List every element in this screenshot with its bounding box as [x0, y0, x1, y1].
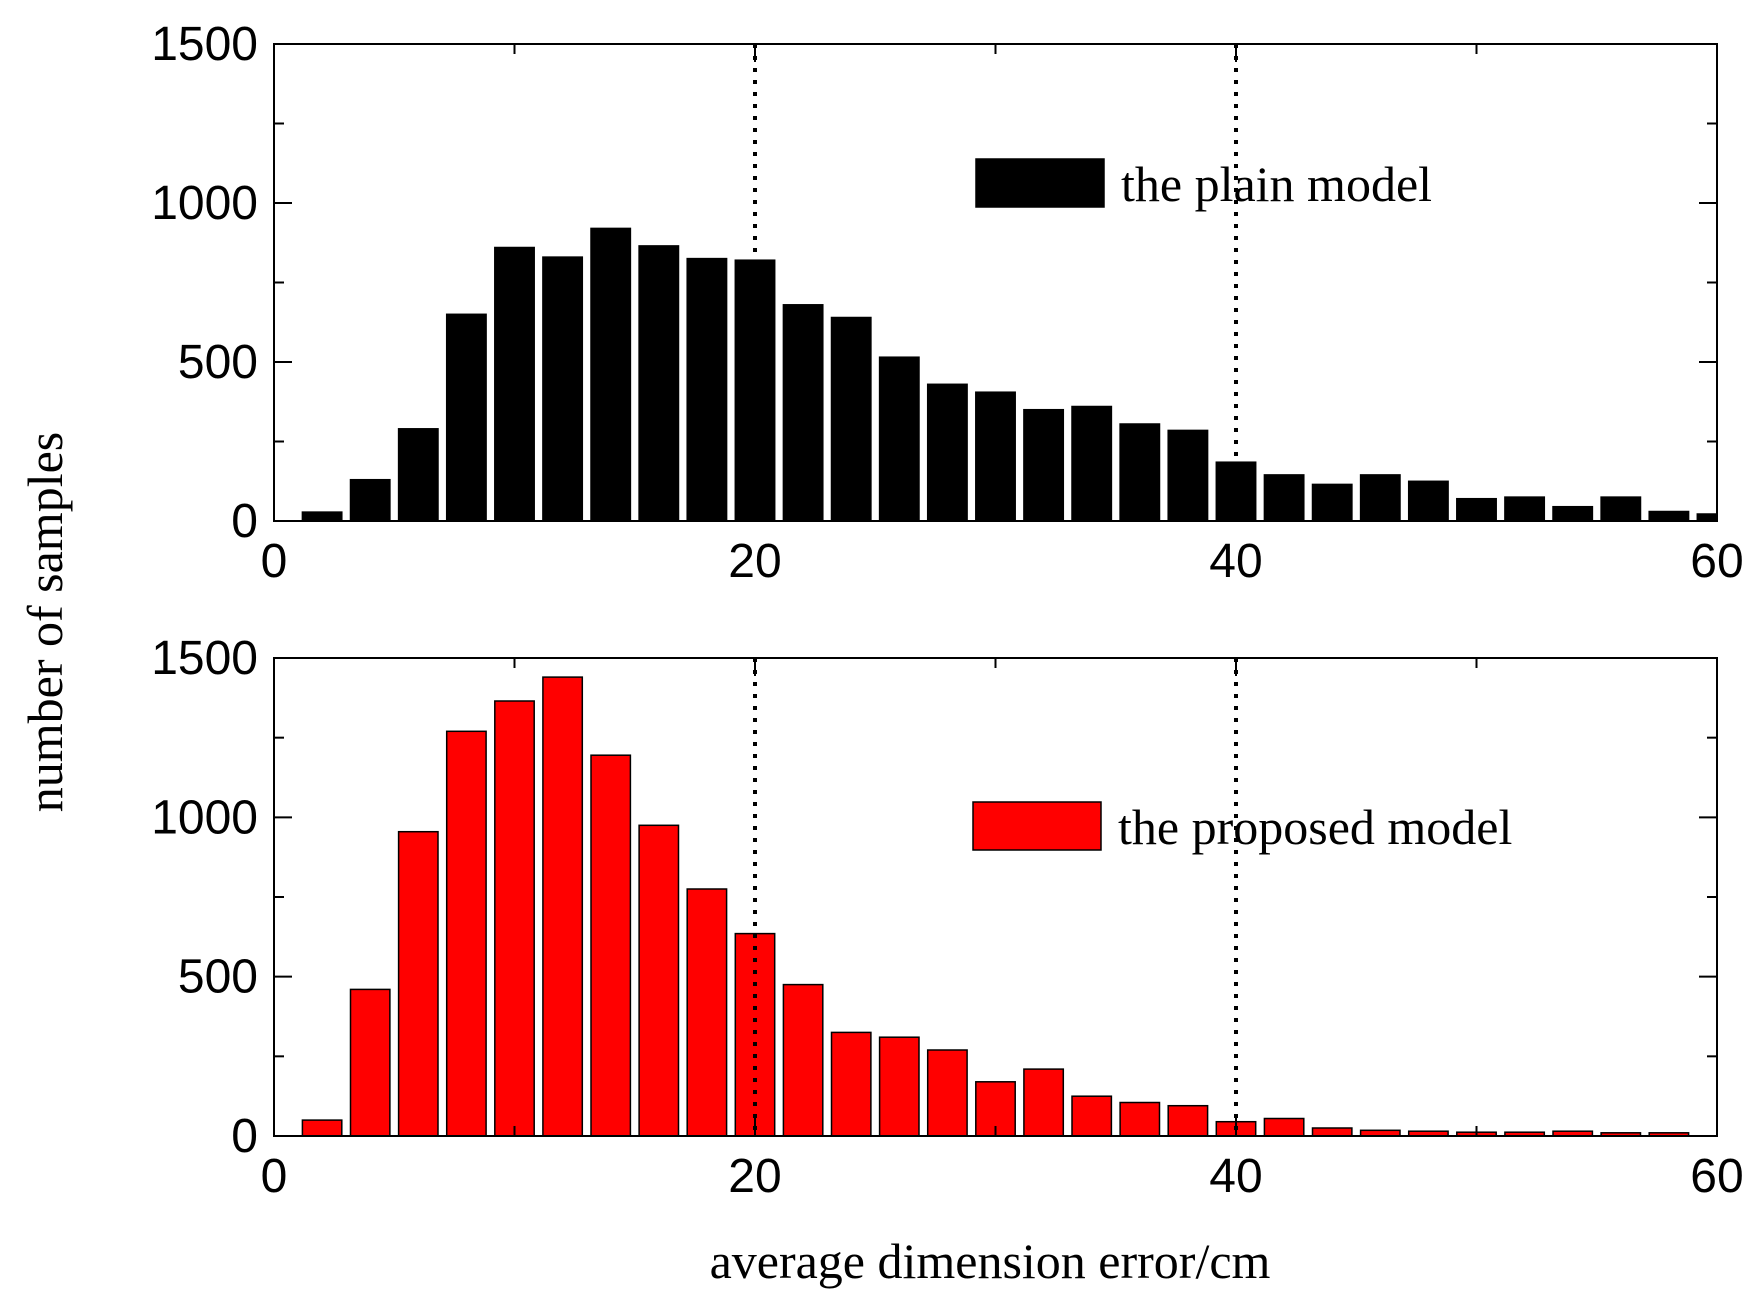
bar: [782, 983, 824, 1137]
bar: [590, 754, 632, 1137]
x-tick-label: 60: [1690, 1150, 1743, 1203]
y-tick-label: 0: [231, 1110, 258, 1163]
bar: [975, 391, 1016, 522]
bar: [878, 356, 920, 522]
bar: [349, 478, 391, 522]
bar: [1023, 408, 1065, 522]
bar: [1167, 429, 1209, 522]
bar: [542, 256, 584, 522]
bar: [1600, 496, 1642, 522]
y-tick-label: 0: [231, 495, 258, 548]
bar: [397, 830, 439, 1137]
bar: [1311, 483, 1353, 522]
legend-label: the plain model: [1121, 156, 1432, 212]
x-tick-label: 40: [1209, 1150, 1262, 1203]
bar: [638, 824, 680, 1137]
panel-plain-model: 0 20 40 60 0 500 1000 1500 the plain model: [151, 18, 1743, 588]
panel-proposed-model: 0 20 40 60 0 500 1000 1500 the proposed model: [151, 632, 1743, 1203]
bar: [1167, 1104, 1209, 1137]
bar: [1263, 1117, 1305, 1137]
bar: [542, 676, 584, 1137]
bar: [686, 257, 728, 522]
bar: [445, 730, 487, 1137]
x-tick-label: 20: [728, 1150, 781, 1203]
bar: [1552, 505, 1594, 522]
bar: [686, 888, 728, 1137]
x-tick-label: 0: [261, 535, 288, 588]
bar: [878, 1036, 920, 1137]
plot-frame: [273, 657, 1718, 1137]
y-tick-label: 1500: [151, 18, 258, 71]
bar: [830, 316, 872, 522]
bar: [1696, 513, 1718, 522]
bar: [830, 1031, 872, 1137]
bar: [494, 246, 535, 522]
bar: [1119, 423, 1161, 522]
bar: [638, 245, 680, 522]
bar: [590, 227, 632, 522]
bar: [445, 313, 487, 522]
x-axis-title: average dimension error/cm: [710, 1233, 1271, 1289]
bar: [1407, 480, 1449, 522]
y-tick-label: 1000: [151, 791, 258, 844]
bar: [301, 511, 343, 522]
bar: [926, 383, 968, 522]
x-tick-label: 40: [1209, 535, 1262, 588]
bar: [1311, 1127, 1353, 1137]
x-tick-label: 20: [728, 535, 781, 588]
bar: [397, 428, 439, 522]
bar: [1648, 510, 1690, 522]
legend-swatch: [972, 801, 1102, 851]
bar: [782, 304, 824, 522]
bar: [1119, 1101, 1161, 1137]
bar: [1071, 405, 1113, 522]
legend-swatch: [975, 158, 1105, 208]
bar: [494, 700, 535, 1137]
bar: [301, 1119, 343, 1137]
x-tick-label: 0: [261, 1150, 288, 1203]
bar: [1504, 496, 1546, 522]
y-tick-label: 1500: [151, 632, 258, 685]
bar: [1071, 1095, 1113, 1137]
bar: [349, 988, 391, 1137]
y-tick-label: 500: [178, 951, 258, 1004]
y-axis-title: number of samples: [17, 432, 73, 812]
legend-label: the proposed model: [1118, 799, 1512, 855]
bar: [1023, 1068, 1065, 1137]
bar: [1359, 474, 1401, 522]
x-tick-label: 60: [1690, 535, 1743, 588]
y-tick-label: 500: [178, 336, 258, 389]
bar: [1263, 474, 1305, 522]
y-tick-label: 1000: [151, 177, 258, 230]
bar: [926, 1049, 968, 1137]
